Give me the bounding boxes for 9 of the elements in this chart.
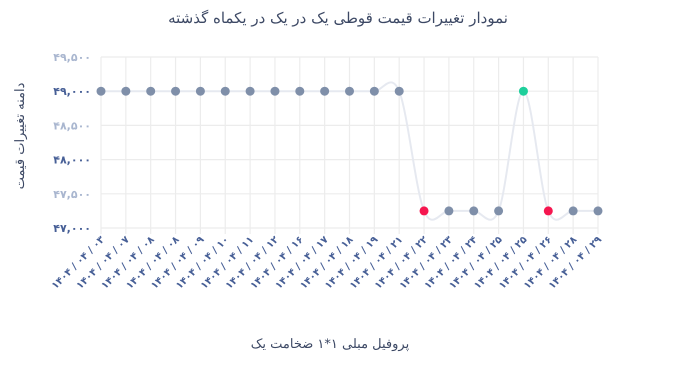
- x-axis-title: پروفیل مبلی ۱*۱ ضخامت یک: [250, 337, 410, 352]
- y-tick-label: ۴۷,۵۰۰: [53, 188, 91, 201]
- y-axis-title: دامنه تغییرات قیمت: [13, 82, 28, 190]
- y-tick-label: ۴۷,۰۰۰: [53, 222, 91, 235]
- chart-title: نمودار تغییرات قیمت قوطی یک در یک در یکماه گذشته: [168, 9, 508, 27]
- y-tick-label: ۴۸,۵۰۰: [53, 119, 91, 132]
- y-tick-label: ۴۹,۵۰۰: [53, 51, 91, 64]
- y-tick-label: ۴۹,۰۰۰: [53, 85, 91, 98]
- y-tick-label: ۴۸,۰۰۰: [53, 154, 91, 167]
